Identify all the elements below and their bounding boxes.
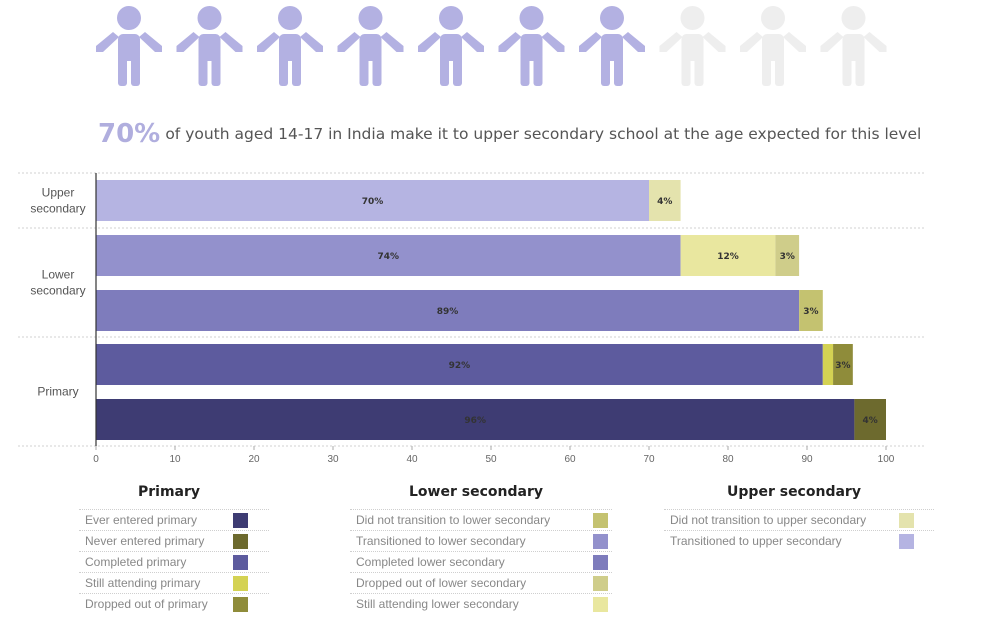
person-icon (820, 6, 887, 86)
legend-label: Still attending primary (85, 576, 201, 590)
category-label: secondary (30, 284, 85, 298)
legend-label: Ever entered primary (85, 513, 198, 527)
legend-item: Still attending lower secondary (350, 593, 612, 614)
bar-segment (822, 344, 834, 385)
legend-item: Did not transition to upper secondary (664, 509, 934, 530)
legend-swatch (233, 555, 248, 570)
headline-text: of youth aged 14-17 in India make it to … (165, 125, 922, 143)
legend-swatch (899, 513, 914, 528)
bar-segment (833, 344, 853, 385)
bar-segment (799, 290, 823, 331)
legend-item: Did not transition to lower secondary (350, 509, 612, 530)
x-tick-label: 90 (801, 454, 813, 465)
legend-title: Upper secondary (727, 484, 861, 500)
x-tick-label: 60 (564, 454, 576, 465)
legend-item: Ever entered primary (79, 509, 269, 530)
legend-item: Dropped out of primary (79, 593, 269, 614)
x-tick-label: 50 (485, 454, 497, 465)
person-icon (418, 6, 484, 86)
legend-item: Transitioned to upper secondary (664, 530, 934, 551)
person-icon (337, 6, 404, 86)
data-label: 3% (803, 307, 818, 317)
person-icon (498, 6, 565, 86)
legend-label: Dropped out of lower secondary (356, 576, 527, 590)
legend-label: Did not transition to lower secondary (356, 513, 551, 527)
person-icon (659, 6, 726, 86)
data-label: 96% (464, 416, 486, 426)
legend-swatch (593, 597, 608, 612)
bar-segment (649, 180, 681, 221)
x-tick-label: 100 (878, 454, 895, 465)
legend-title: Lower secondary (409, 484, 543, 500)
person-icon (740, 6, 806, 86)
category-label: Upper (42, 186, 75, 200)
bar-segment (96, 399, 855, 440)
x-tick-label: 20 (248, 454, 260, 465)
data-label: 89% (437, 307, 459, 317)
data-label: 3% (835, 361, 850, 371)
legend-label: Transitioned to lower secondary (356, 534, 526, 548)
legend-swatch (233, 576, 248, 591)
category-label: Lower (42, 268, 75, 282)
x-tick-label: 40 (406, 454, 418, 465)
headline: 70% of youth aged 14-17 in India make it… (98, 119, 958, 149)
person-icon (579, 6, 645, 86)
category-label: Primary (37, 385, 78, 399)
legend-label: Did not transition to upper secondary (670, 513, 867, 527)
legend-item: Dropped out of lower secondary (350, 572, 612, 593)
bar-segment (96, 290, 800, 331)
legend-item: Still attending primary (79, 572, 269, 593)
category-label: secondary (30, 202, 85, 216)
legend-title: Primary (137, 484, 201, 500)
x-tick-label: 0 (93, 454, 99, 465)
legend-item: Never entered primary (79, 530, 269, 551)
data-label: 4% (657, 197, 672, 207)
person-icon (176, 6, 243, 86)
legend-swatch (593, 576, 608, 591)
legend-swatch (899, 534, 914, 549)
legend-label: Still attending lower secondary (356, 597, 519, 611)
bar-segment (96, 344, 823, 385)
legend-swatch (593, 513, 608, 528)
legend-swatch (233, 534, 248, 549)
data-label: 4% (863, 416, 878, 426)
data-label: 3% (780, 252, 795, 262)
legend-item: Completed lower secondary (350, 551, 612, 572)
legend-label: Transitioned to upper secondary (670, 534, 842, 548)
data-label: 70% (362, 197, 384, 207)
person-icon (96, 6, 162, 86)
data-label: 92% (449, 361, 471, 371)
legend-label: Completed primary (85, 555, 187, 569)
person-icon (257, 6, 323, 86)
legend-label: Completed lower secondary (356, 555, 505, 569)
x-tick-label: 30 (327, 454, 339, 465)
data-label: 74% (378, 252, 400, 262)
bar-segment (96, 180, 649, 221)
legend-swatch (233, 597, 248, 612)
data-label: 12% (717, 252, 739, 262)
legend-label: Dropped out of primary (85, 597, 208, 611)
headline-percent: 70% (98, 119, 161, 149)
pictogram (96, 6, 887, 86)
legend-swatch (593, 555, 608, 570)
bar-segment (854, 399, 886, 440)
x-tick-label: 70 (643, 454, 655, 465)
legend-swatch (593, 534, 608, 549)
bar-segment (96, 235, 681, 276)
legend-item: Transitioned to lower secondary (350, 530, 612, 551)
bar-chart: Upper secondary 70% 4% Lower secondary 74% 12% 3… (18, 172, 926, 465)
x-tick-label: 80 (722, 454, 734, 465)
legend-item: Completed primary (79, 551, 269, 572)
x-tick-label: 10 (169, 454, 181, 465)
legend-swatch (233, 513, 248, 528)
bar-segment (775, 235, 800, 276)
bar-segment (680, 235, 776, 276)
legend-label: Never entered primary (85, 534, 205, 548)
